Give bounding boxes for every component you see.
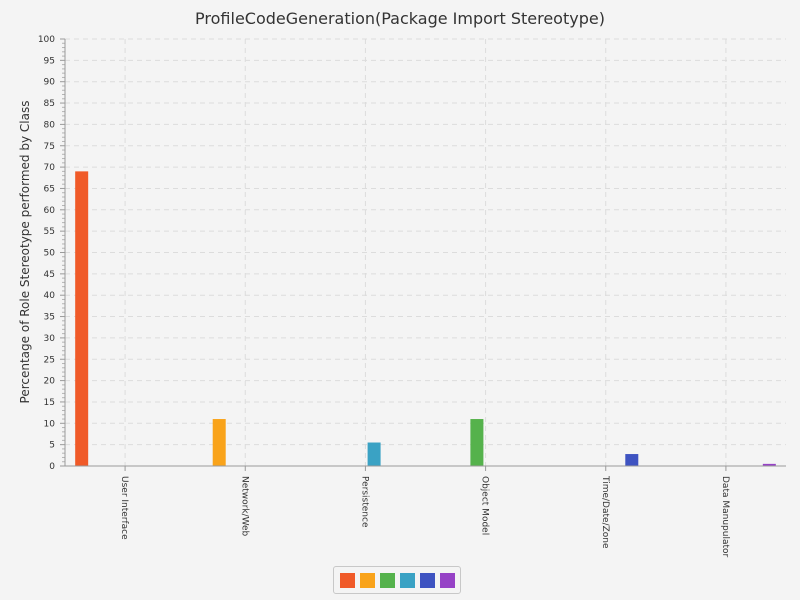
y-tick-label: 45 (44, 270, 55, 280)
y-tick-label: 40 (44, 291, 56, 301)
y-tick-label: 65 (44, 184, 55, 194)
y-axis: 0 5 10 15 20 25 30 35 40 45 50 55 60 65 70 75 80 85 90 95 10… (38, 35, 66, 472)
y-tick-label: 10 (44, 419, 56, 429)
chart-title: ProfileCodeGeneration(Package Import Ste… (195, 9, 605, 28)
legend-swatch (359, 572, 375, 588)
legend-swatch (379, 572, 395, 588)
y-tick-label: 30 (44, 334, 56, 344)
x-axis: User Interface Network/Web Persistence Obje… (65, 465, 786, 558)
legend-swatch (419, 572, 435, 588)
y-tick-label: 75 (44, 142, 55, 152)
y-tick-label: 55 (44, 227, 55, 237)
bar (470, 419, 484, 466)
y-axis-label: Percentage of Role Stereotype performed … (18, 101, 32, 404)
bar (212, 419, 226, 466)
y-tick-label: 60 (44, 206, 56, 216)
bar (367, 442, 381, 466)
y-tick-label: 5 (49, 441, 55, 451)
legend-swatch (399, 572, 415, 588)
x-category-label: User Interface (119, 476, 129, 540)
gridlines (65, 38, 786, 466)
legend-swatch (439, 572, 455, 588)
x-category-label: Time/Date/Zone (600, 475, 610, 549)
bars (75, 171, 776, 466)
bar (762, 463, 776, 466)
y-tick-label: 90 (44, 78, 56, 88)
x-category-label: Network/Web (239, 476, 249, 537)
y-tick-label: 25 (44, 355, 55, 365)
legend-swatch (339, 572, 355, 588)
x-category-label: Object Model (480, 476, 490, 535)
y-tick-label: 80 (44, 120, 56, 130)
y-tick-label: 50 (44, 249, 56, 259)
bar (75, 171, 89, 466)
bar (625, 454, 639, 466)
y-tick-label: 100 (38, 35, 55, 45)
y-tick-label: 20 (44, 377, 56, 387)
y-tick-label: 70 (44, 163, 56, 173)
x-category-label: Data Manupulator (720, 476, 730, 558)
legend (333, 566, 461, 594)
x-category-label: Persistence (359, 476, 369, 528)
y-tick-label: 15 (44, 398, 55, 408)
y-tick-label: 35 (44, 313, 55, 323)
y-tick-label: 95 (44, 56, 55, 66)
y-tick-label: 0 (49, 462, 55, 472)
y-tick-label: 85 (44, 99, 55, 109)
